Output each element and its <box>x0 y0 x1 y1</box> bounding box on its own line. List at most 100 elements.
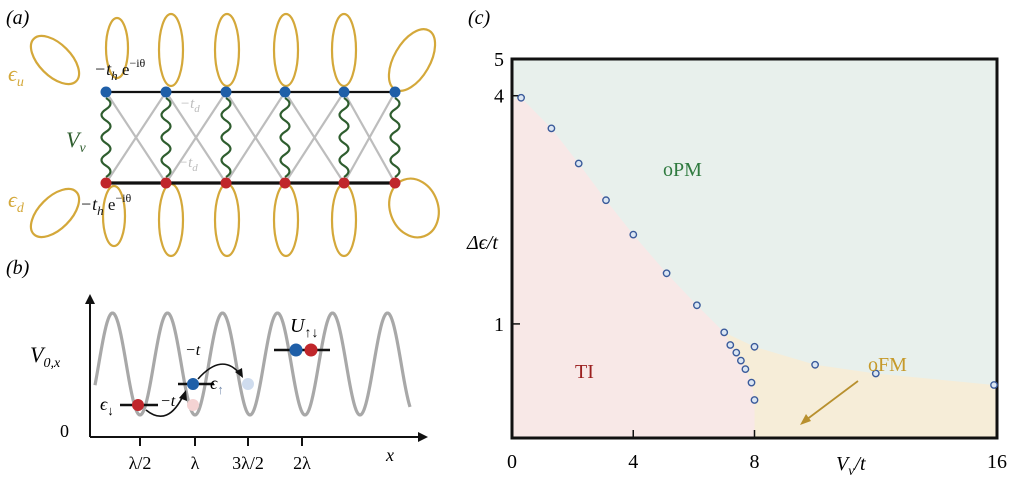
diagonal-hop <box>165 91 227 184</box>
data-point <box>547 124 556 133</box>
axis-ticks: 0 4 8 16 1 4 5 <box>494 49 1007 473</box>
up-site <box>338 86 350 98</box>
data-point <box>750 342 759 351</box>
tick-label: 2λ <box>293 453 311 473</box>
opm-label: oPM <box>663 159 702 181</box>
data-points <box>517 93 998 404</box>
orbital-lobe <box>387 28 437 92</box>
orbital-lobe <box>330 182 358 258</box>
vv-label: Vv <box>66 127 86 156</box>
td-lower-label: −td <box>178 155 198 174</box>
hop-arrow-1 <box>145 393 185 417</box>
data-point <box>726 341 735 349</box>
diagonal-hops <box>105 91 396 184</box>
diagonal-hop <box>343 91 396 184</box>
hop-arrow-2-head <box>235 368 243 378</box>
hop2-label: −t <box>185 342 201 359</box>
hop-arrow-1-head <box>179 390 187 401</box>
hop1-label: −t <box>160 393 176 410</box>
down-site <box>338 177 350 189</box>
x-tick-label: 16 <box>987 451 1007 473</box>
data-point <box>693 301 701 310</box>
data-point <box>720 328 729 337</box>
data-point <box>517 93 525 102</box>
y-tick-label: 5 <box>494 49 504 71</box>
down-site <box>220 177 232 189</box>
data-point <box>741 365 750 373</box>
data-point <box>737 356 745 365</box>
orbital-lobe <box>29 187 81 239</box>
x-tick-label: 0 <box>507 451 517 473</box>
orbital-lobes <box>29 12 440 258</box>
y-axis-label: Δϵ/t <box>466 232 498 254</box>
springs <box>100 97 401 178</box>
x-axis-label: Vv/t <box>836 453 866 479</box>
x-axis-label: x <box>385 445 394 465</box>
atom-down-ghost <box>187 399 199 411</box>
tick-label: 3λ/2 <box>232 453 264 473</box>
orbital-lobe <box>213 12 241 88</box>
x-tick-marks <box>139 437 303 446</box>
y-axis-label: V0,x <box>30 342 61 371</box>
data-point <box>662 269 671 278</box>
diagonal-hop <box>225 91 286 184</box>
interleg-spring <box>220 97 232 178</box>
down-site <box>100 177 112 189</box>
ofm-region <box>724 332 997 438</box>
data-point <box>990 381 998 389</box>
y-tick-label: 1 <box>494 314 504 336</box>
data-point <box>602 196 610 205</box>
atom-up-doublon <box>289 343 303 357</box>
atom-up-ghost <box>242 378 254 390</box>
ofm-arrow-head <box>800 414 811 425</box>
interleg-spring <box>389 97 401 178</box>
orbital-lobe <box>272 182 300 258</box>
orbital-lobe <box>157 182 185 258</box>
hubbard-label: U↑↓ <box>290 315 318 341</box>
y-axis-arrow <box>85 294 95 304</box>
x-axis-arrow <box>418 432 428 442</box>
atom-up <box>187 378 199 390</box>
panel-c-label: (c) <box>468 7 491 29</box>
hop-arrow-2 <box>197 363 241 380</box>
zero-label: 0 <box>60 421 69 441</box>
eps-down-label: ϵ↓ <box>100 394 114 418</box>
atom-down <box>132 399 144 411</box>
interleg-spring <box>100 97 112 178</box>
down-site <box>160 177 172 189</box>
up-site <box>220 86 232 98</box>
tick-label: λ/2 <box>129 453 152 473</box>
panel-b: (b) V0,x 0 λ/2 λ 3λ/2 2λ x ϵ↓ −t <box>6 257 428 473</box>
interleg-spring <box>160 97 172 178</box>
down-site <box>389 177 401 189</box>
data-point <box>747 378 756 387</box>
orbital-lobe <box>388 177 440 239</box>
up-site <box>160 86 172 98</box>
ofm-label: oFM <box>868 354 907 376</box>
up-site <box>100 86 112 98</box>
interleg-spring <box>338 97 350 178</box>
orbital-lobe <box>330 12 358 88</box>
data-point <box>574 159 583 168</box>
epsilon-d-label: ϵd <box>8 187 25 216</box>
interleg-spring <box>279 97 291 178</box>
panel-c: (c) 0 4 8 16 1 4 5 oPM TI oFM Δϵ/t Vv/t <box>466 7 1007 479</box>
data-point <box>811 360 819 369</box>
diagonal-hop <box>105 91 167 184</box>
panel-a-label: (a) <box>6 7 30 29</box>
data-point <box>750 396 759 404</box>
tick-label: λ <box>191 453 200 473</box>
panel-b-label: (b) <box>6 257 30 279</box>
orbital-lobe <box>29 34 81 86</box>
td-upper-label: −td <box>180 96 200 115</box>
atom-down-doublon <box>304 343 318 357</box>
orbital-lobe <box>104 16 130 80</box>
optical-potential-curve <box>93 311 412 417</box>
ti-region <box>512 97 755 439</box>
data-point <box>629 230 638 239</box>
x-tick-label: 8 <box>750 451 760 473</box>
panel-a: (a) <box>6 7 440 258</box>
orbital-lobe <box>272 12 300 88</box>
orbital-lobe <box>157 12 185 88</box>
